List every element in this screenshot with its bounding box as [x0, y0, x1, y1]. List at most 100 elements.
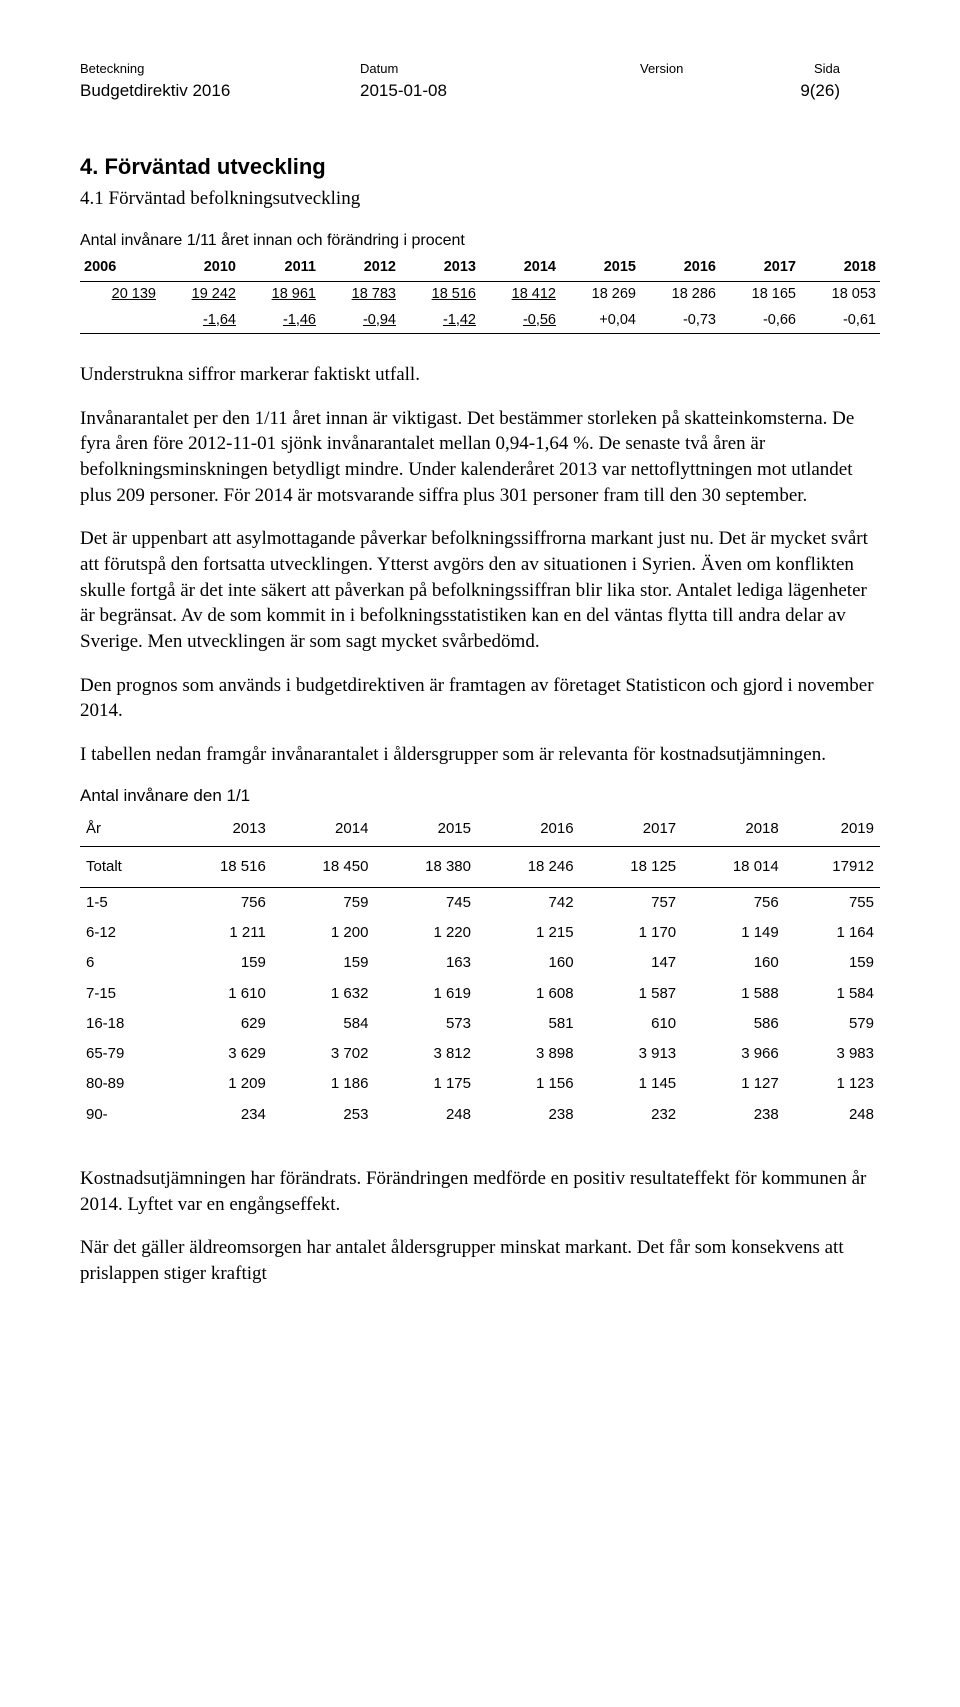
t1-r0-c1: 19 242: [160, 281, 240, 307]
value-version: [640, 80, 780, 103]
age-group-table: År 2013 2014 2015 2016 2017 2018 2019 To…: [80, 814, 880, 1130]
th-2013: 2013: [400, 255, 480, 281]
table2-row: 16-18629584573581610586579: [80, 1009, 880, 1039]
table2-row: 1-5756759745742757756755: [80, 887, 880, 918]
th-2011: 2011: [240, 255, 320, 281]
th-2006: 2006: [80, 255, 160, 281]
para-underlined-note: Understrukna siffror markerar faktiskt u…: [80, 362, 880, 388]
label-version: Version: [640, 60, 780, 78]
table2-cell: 238: [682, 1100, 785, 1130]
table2-cell: 253: [272, 1100, 375, 1130]
table2-cell: 18 014: [682, 846, 785, 887]
t1-r1-c7: -0,73: [640, 308, 720, 334]
t1-r1-c2: -1,46: [240, 308, 320, 334]
table2-cell: 160: [477, 948, 580, 978]
table2-cell: 232: [580, 1100, 683, 1130]
table2-cell: 745: [374, 887, 477, 918]
table2-cell: 1 127: [682, 1069, 785, 1099]
t2h1: 2013: [169, 814, 272, 846]
t1-r1-c4: -1,42: [400, 308, 480, 334]
table2-cell: 3 629: [169, 1039, 272, 1069]
table2-cell: 1 211: [169, 918, 272, 948]
table2-caption: Antal invånare den 1/1: [80, 785, 880, 808]
table2-cell: 1 619: [374, 979, 477, 1009]
table2-cell: 1 209: [169, 1069, 272, 1099]
table2-cell: 18 125: [580, 846, 683, 887]
t2h3: 2015: [374, 814, 477, 846]
table2-cell: 18 380: [374, 846, 477, 887]
t1-r1-c0: [80, 308, 160, 334]
th-2012: 2012: [320, 255, 400, 281]
table2-cell: 18 246: [477, 846, 580, 887]
t1-r0-c7: 18 286: [640, 281, 720, 307]
para-4: I tabellen nedan framgår invånarantalet …: [80, 742, 880, 768]
table2-cell: 581: [477, 1009, 580, 1039]
th-2017: 2017: [720, 255, 800, 281]
table2-cell: 248: [785, 1100, 880, 1130]
table2-cell: 610: [580, 1009, 683, 1039]
table2-cell: 1 587: [580, 979, 683, 1009]
th-2014: 2014: [480, 255, 560, 281]
table2-cell: 755: [785, 887, 880, 918]
table2-cell: 18 516: [169, 846, 272, 887]
table2-cell: 629: [169, 1009, 272, 1039]
table2-cell: 1 215: [477, 918, 580, 948]
t2h4: 2016: [477, 814, 580, 846]
table2-cell: 7-15: [80, 979, 169, 1009]
table2-cell: 1-5: [80, 887, 169, 918]
table2-cell: 65-79: [80, 1039, 169, 1069]
t2h0: År: [80, 814, 169, 846]
table2-cell: 1 632: [272, 979, 375, 1009]
table2-row: 6159159163160147160159: [80, 948, 880, 978]
table2-cell: 1 610: [169, 979, 272, 1009]
table2-cell: 18 450: [272, 846, 375, 887]
table2-cell: 756: [682, 887, 785, 918]
table2-cell: 3 812: [374, 1039, 477, 1069]
table2-cell: 1 220: [374, 918, 477, 948]
table2-cell: 579: [785, 1009, 880, 1039]
table2-cell: 90-: [80, 1100, 169, 1130]
table2-cell: 3 913: [580, 1039, 683, 1069]
section-title: 4. Förväntad utveckling: [80, 152, 880, 182]
table2-cell: 1 608: [477, 979, 580, 1009]
t1-r0-c5: 18 412: [480, 281, 560, 307]
table2-cell: 248: [374, 1100, 477, 1130]
table2-cell: 1 584: [785, 979, 880, 1009]
table2-cell: 742: [477, 887, 580, 918]
table2-cell: 6-12: [80, 918, 169, 948]
t2h2: 2014: [272, 814, 375, 846]
t1-r0-c3: 18 783: [320, 281, 400, 307]
label-datum: Datum: [360, 60, 640, 78]
doc-header-values: Budgetdirektiv 2016 2015-01-08 9(26): [80, 80, 880, 103]
t1-r0-c8: 18 165: [720, 281, 800, 307]
table2-header-row: År 2013 2014 2015 2016 2017 2018 2019: [80, 814, 880, 846]
th-2016: 2016: [640, 255, 720, 281]
para-5: Kostnadsutjämningen har förändrats. Förä…: [80, 1166, 880, 1217]
t1-r1-c8: -0,66: [720, 308, 800, 334]
t1-r1-c6: +0,04: [560, 308, 640, 334]
para-2: Det är uppenbart att asylmottagande påve…: [80, 526, 880, 654]
th-2015: 2015: [560, 255, 640, 281]
value-beteckning: Budgetdirektiv 2016: [80, 80, 360, 103]
table2-cell: 586: [682, 1009, 785, 1039]
table2-cell: 1 175: [374, 1069, 477, 1099]
table2-cell: 160: [682, 948, 785, 978]
table1-percent-row: -1,64 -1,46 -0,94 -1,42 -0,56 +0,04 -0,7…: [80, 308, 880, 334]
table2-cell: 238: [477, 1100, 580, 1130]
para-3: Den prognos som används i budgetdirektiv…: [80, 673, 880, 724]
label-sida: Sida: [780, 60, 840, 78]
table2-cell: 80-89: [80, 1069, 169, 1099]
table2-cell: 159: [272, 948, 375, 978]
table2-cell: 757: [580, 887, 683, 918]
section-subtitle: 4.1 Förväntad befolkningsutveckling: [80, 186, 880, 212]
table2-cell: 3 898: [477, 1039, 580, 1069]
t2h5: 2017: [580, 814, 683, 846]
table2-cell: 759: [272, 887, 375, 918]
population-change-table: 2006 2010 2011 2012 2013 2014 2015 2016 …: [80, 255, 880, 334]
th-2010: 2010: [160, 255, 240, 281]
t1-r0-c0: 20 139: [80, 281, 160, 307]
table2-cell: 1 588: [682, 979, 785, 1009]
table2-row: 90-234253248238232238248: [80, 1100, 880, 1130]
table1-caption: Antal invånare 1/11 året innan och förän…: [80, 230, 880, 252]
table2-cell: 159: [169, 948, 272, 978]
